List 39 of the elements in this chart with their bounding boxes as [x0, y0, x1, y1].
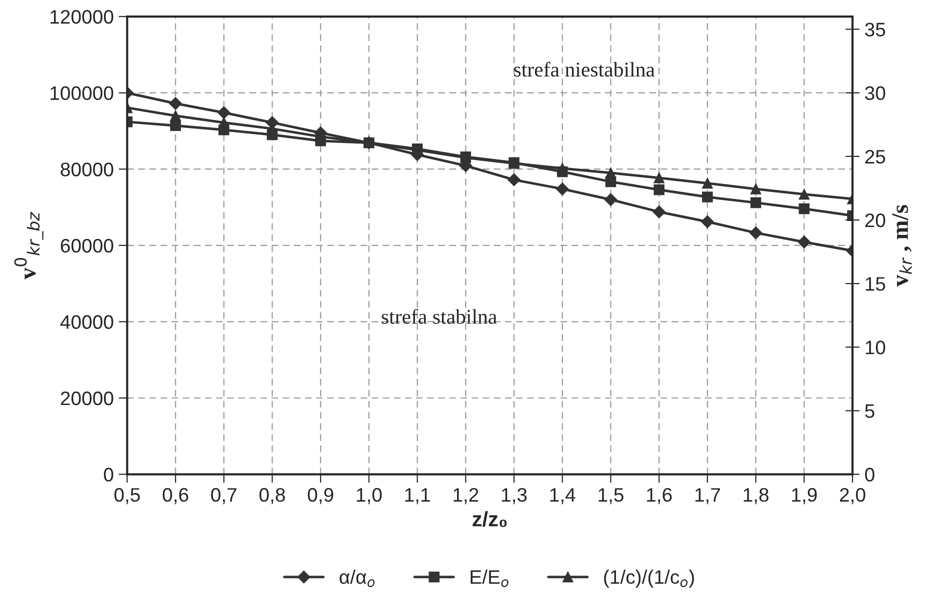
- y2-tick-label: 25: [865, 150, 886, 164]
- x-tick-label: 0,9: [308, 488, 334, 504]
- y2-axis-title: v$_{kr}$ , m/s: [892, 205, 912, 287]
- x-tick-label: 0,5: [114, 488, 140, 504]
- x-tick-label: 1,8: [744, 488, 768, 504]
- y2-tick-label: 5: [865, 404, 874, 418]
- x-tick-label: 1,2: [454, 488, 478, 504]
- annotation: strefa niestabilna: [514, 62, 655, 77]
- y-tick-label: 100000: [50, 86, 114, 100]
- x-tick-label: 0,7: [211, 488, 236, 504]
- y2-tick-label: 0: [865, 468, 874, 482]
- x-tick-label: 0,6: [162, 488, 188, 504]
- y-tick-label: 20000: [60, 391, 114, 406]
- y2-tick-label: 20: [865, 213, 886, 228]
- x-tick-label: 1,9: [792, 488, 817, 504]
- x-tick-label: 0,8: [259, 488, 285, 504]
- x-axis-title: z/z₀: [472, 511, 507, 528]
- y-tick-label: 60000: [60, 238, 114, 253]
- x-tick-label: 2,0: [840, 488, 866, 504]
- x-tick-label: 1,4: [550, 488, 576, 504]
- x-tick-label: 1,6: [647, 488, 672, 504]
- legend-label: (1/c)/(1/c$_{o}$): [604, 570, 694, 588]
- y2-tick-label: 10: [866, 340, 886, 354]
- legend-label: α/α$_{o}$: [340, 570, 375, 588]
- y2-tick-label: 35: [865, 22, 886, 36]
- x-tick-label: 1,7: [695, 488, 720, 504]
- annotation: strefa stabilna: [382, 309, 497, 324]
- y-tick-label: 120000: [50, 10, 114, 24]
- x-tick-label: 1,3: [502, 488, 527, 504]
- x-tick-label: 1,0: [356, 488, 382, 504]
- y2-tick-label: 30: [865, 86, 886, 100]
- y-tick-label: 0: [104, 468, 114, 482]
- y-axis-title: v$^{0}$$_{kr_bz}$: [14, 212, 44, 280]
- x-tick-label: 1,1: [405, 488, 430, 504]
- y2-tick-label: 15: [866, 277, 886, 291]
- legend-label: E/E$_{o}$: [470, 570, 508, 588]
- x-tick-label: 1,5: [598, 488, 624, 504]
- y-tick-label: 40000: [60, 315, 114, 329]
- y-tick-label: 80000: [60, 162, 114, 176]
